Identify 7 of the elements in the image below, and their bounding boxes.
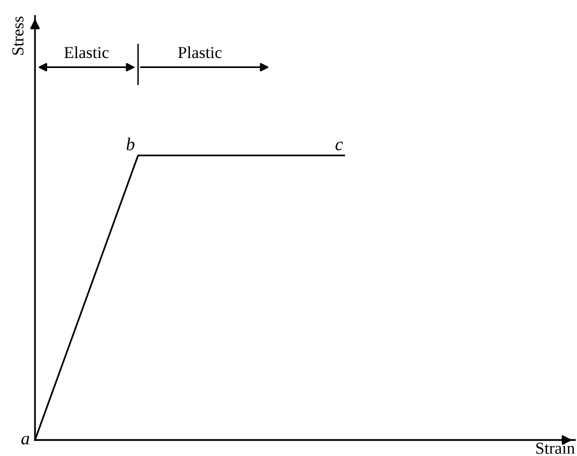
text: Strain (536, 442, 575, 454)
text: Plastic (178, 46, 222, 58)
text: b (126, 138, 134, 150)
text: Stress (12, 16, 24, 55)
text: Elastic (64, 46, 109, 58)
annotation: a (21, 436, 30, 445)
text: c (336, 142, 343, 150)
